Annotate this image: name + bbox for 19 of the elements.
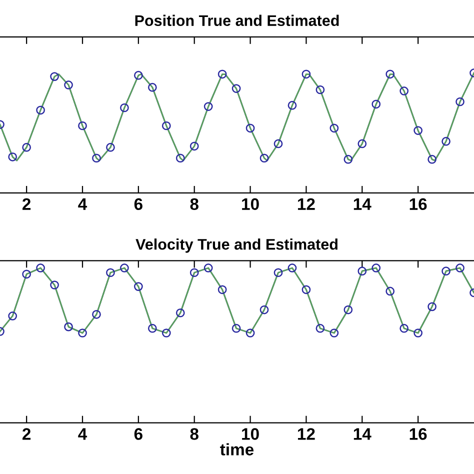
x-tick-label: 16: [410, 198, 427, 210]
chart-title: Velocity True and Estimated: [136, 238, 338, 253]
x-tick-label: 10: [242, 428, 259, 440]
x-tick-label: 14: [354, 198, 372, 210]
x-tick-label: 10: [242, 198, 259, 210]
x-tick-label: 12: [298, 198, 315, 210]
chart-title: Position True and Estimated: [135, 14, 339, 26]
x-tick-label: 16: [410, 428, 427, 440]
x-tick-label: 8: [190, 198, 198, 210]
x-axis-title: time: [220, 443, 254, 456]
x-tick-label: 8: [190, 428, 198, 440]
x-tick-label: 6: [134, 198, 142, 210]
x-tick-label: 2: [22, 198, 31, 210]
x-tick-label: 2: [22, 428, 31, 440]
x-tick-label: 6: [134, 428, 142, 440]
x-tick-label: 4: [78, 198, 88, 210]
x-tick-label: 12: [298, 428, 315, 440]
x-tick-label: 4: [78, 428, 88, 440]
x-tick-label: 14: [354, 428, 372, 440]
